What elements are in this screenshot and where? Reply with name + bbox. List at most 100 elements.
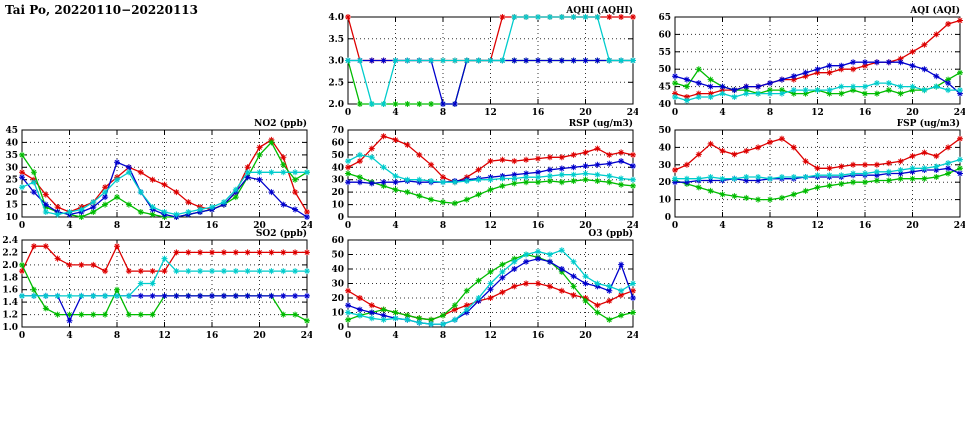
- xtick-label: 16: [859, 108, 872, 118]
- ytick-label: 30: [658, 161, 671, 171]
- xtick-label: 4: [719, 221, 725, 231]
- ytick-label: 0: [338, 323, 344, 333]
- xtick-label: 12: [811, 108, 824, 118]
- ytick-label: 10: [331, 309, 344, 319]
- ytick-label: 40: [658, 100, 671, 110]
- xtick-label: 12: [811, 221, 824, 231]
- xtick-label: 12: [158, 221, 171, 231]
- chart-title-aqhi: AQHI (AQHI): [565, 5, 633, 16]
- xtick-label: 20: [253, 221, 266, 231]
- ytick-label: 2.0: [2, 261, 18, 271]
- series-markers-aqi-blue: [672, 59, 963, 97]
- ytick-label: 50: [658, 126, 671, 136]
- xtick-label: 24: [954, 108, 965, 118]
- series-markers-fsp-cyan: [672, 156, 963, 182]
- ytick-label: 35: [5, 151, 18, 161]
- series-markers-no2-cyan: [19, 169, 310, 218]
- chart-title-o3: O3 (ppb): [588, 228, 633, 239]
- chart-aqhi: 2.0 2.5 3.0 3.5 4.0 0 4 8 12 16 20 24 AQHI (AQHI): [318, 4, 639, 119]
- xtick-label: 8: [440, 221, 446, 231]
- ytick-label: 30: [331, 176, 344, 186]
- xtick-label: 20: [579, 108, 592, 118]
- xtick-label: 8: [114, 221, 120, 231]
- chart-rsp: 0 10 20 30 40 50 60 70 0 4 8 12 16 20 24 RSP (ug/m3): [318, 117, 639, 232]
- xtick-label: 4: [66, 331, 72, 341]
- ytick-label: 3.0: [328, 57, 344, 67]
- chart-canvas-aqhi: 2.0 2.5 3.0 3.5 4.0 0 4 8 12 16 20 24 AQHI (AQHI): [328, 5, 639, 118]
- chart-title-fsp: FSP (ug/m3): [897, 118, 960, 129]
- xtick-label: 4: [392, 331, 398, 341]
- ytick-label: 70: [331, 126, 344, 136]
- xtick-label: 16: [206, 221, 219, 231]
- series-line-no2-green: [21, 141, 308, 218]
- xtick-label: 4: [392, 221, 398, 231]
- ytick-label: 50: [658, 65, 671, 75]
- ytick-label: 40: [5, 138, 18, 148]
- xtick-label: 20: [906, 108, 919, 118]
- xtick-label: 20: [579, 331, 592, 341]
- chart-title-aqi: AQI (AQI): [909, 5, 960, 16]
- xtick-label: 16: [532, 221, 545, 231]
- ytick-label: 60: [331, 236, 344, 246]
- chart-canvas-aqi: 40 45 50 55 60 65 0 4 8 12 16 20 24 AQI (AQI): [658, 5, 966, 118]
- xtick-label: 8: [440, 331, 446, 341]
- ytick-label: 55: [658, 48, 671, 58]
- xtick-label: 4: [66, 221, 72, 231]
- ytick-label: 30: [5, 163, 18, 173]
- xtick-label: 16: [206, 331, 219, 341]
- ytick-label: 2.0: [328, 100, 344, 110]
- xtick-label: 24: [301, 221, 312, 231]
- chart-fsp: 0 10 20 30 40 50 0 4 8 12 16 20 24 FSP (ug/m3): [645, 117, 966, 232]
- ytick-label: 30: [331, 280, 344, 290]
- chart-title-no2: NO2 (ppb): [254, 118, 307, 129]
- xtick-label: 16: [532, 331, 545, 341]
- xtick-label: 24: [627, 221, 638, 231]
- series-markers-o3-cyan: [345, 247, 636, 328]
- series-markers-rsp-red: [345, 133, 636, 186]
- xtick-label: 0: [19, 221, 25, 231]
- chart-so2: 1.0 1.2 1.4 1.6 1.8 2.0 2.2 2.4 0 4 8 12 16 20 24 SO2 (…: [0, 227, 313, 342]
- series-markers-so2-cyan: [19, 255, 310, 299]
- plot-border: [21, 129, 308, 218]
- series-markers-rsp-cyan: [345, 151, 636, 186]
- chart-canvas-fsp: 0 10 20 30 40 50 0 4 8 12 16 20 24 FSP (ug/m3): [658, 118, 966, 231]
- ytick-label: 2.5: [328, 78, 344, 88]
- xtick-label: 12: [484, 221, 497, 231]
- chart-title-rsp: RSP (ug/m3): [569, 118, 633, 129]
- xtick-label: 24: [627, 108, 638, 118]
- xtick-label: 16: [532, 108, 545, 118]
- ytick-label: 20: [658, 178, 671, 188]
- ytick-label: 10: [5, 213, 18, 223]
- ytick-label: 50: [331, 151, 344, 161]
- xtick-label: 12: [484, 331, 497, 341]
- ytick-label: 1.2: [2, 311, 18, 321]
- ytick-label: 0: [338, 213, 344, 223]
- ytick-label: 20: [5, 188, 18, 198]
- xtick-label: 0: [345, 331, 351, 341]
- ytick-label: 25: [5, 176, 18, 186]
- ytick-label: 40: [331, 163, 344, 173]
- xtick-label: 8: [767, 221, 773, 231]
- xtick-label: 8: [440, 108, 446, 118]
- ytick-label: 4.0: [328, 13, 344, 23]
- ytick-label: 10: [658, 196, 671, 206]
- chart-title-so2: SO2 (ppb): [256, 228, 307, 239]
- ytick-label: 60: [658, 30, 671, 40]
- chart-canvas-no2: 10 15 20 25 30 35 40 45 0 4 8 12 16 20 24 NO2 (ppb): [5, 118, 313, 231]
- xtick-label: 24: [301, 331, 312, 341]
- ytick-label: 1.8: [2, 273, 18, 283]
- xtick-label: 0: [19, 331, 25, 341]
- xtick-label: 12: [484, 108, 497, 118]
- ytick-label: 1.0: [2, 323, 18, 333]
- xtick-label: 24: [954, 221, 965, 231]
- ytick-label: 50: [331, 251, 344, 261]
- series-markers-fsp-red: [672, 135, 963, 173]
- ytick-label: 20: [331, 294, 344, 304]
- ytick-label: 20: [331, 188, 344, 198]
- ytick-label: 10: [331, 201, 344, 211]
- xtick-label: 4: [392, 108, 398, 118]
- ytick-label: 45: [5, 126, 18, 136]
- xtick-label: 8: [114, 331, 120, 341]
- ytick-label: 1.6: [2, 286, 18, 296]
- xtick-label: 20: [253, 331, 266, 341]
